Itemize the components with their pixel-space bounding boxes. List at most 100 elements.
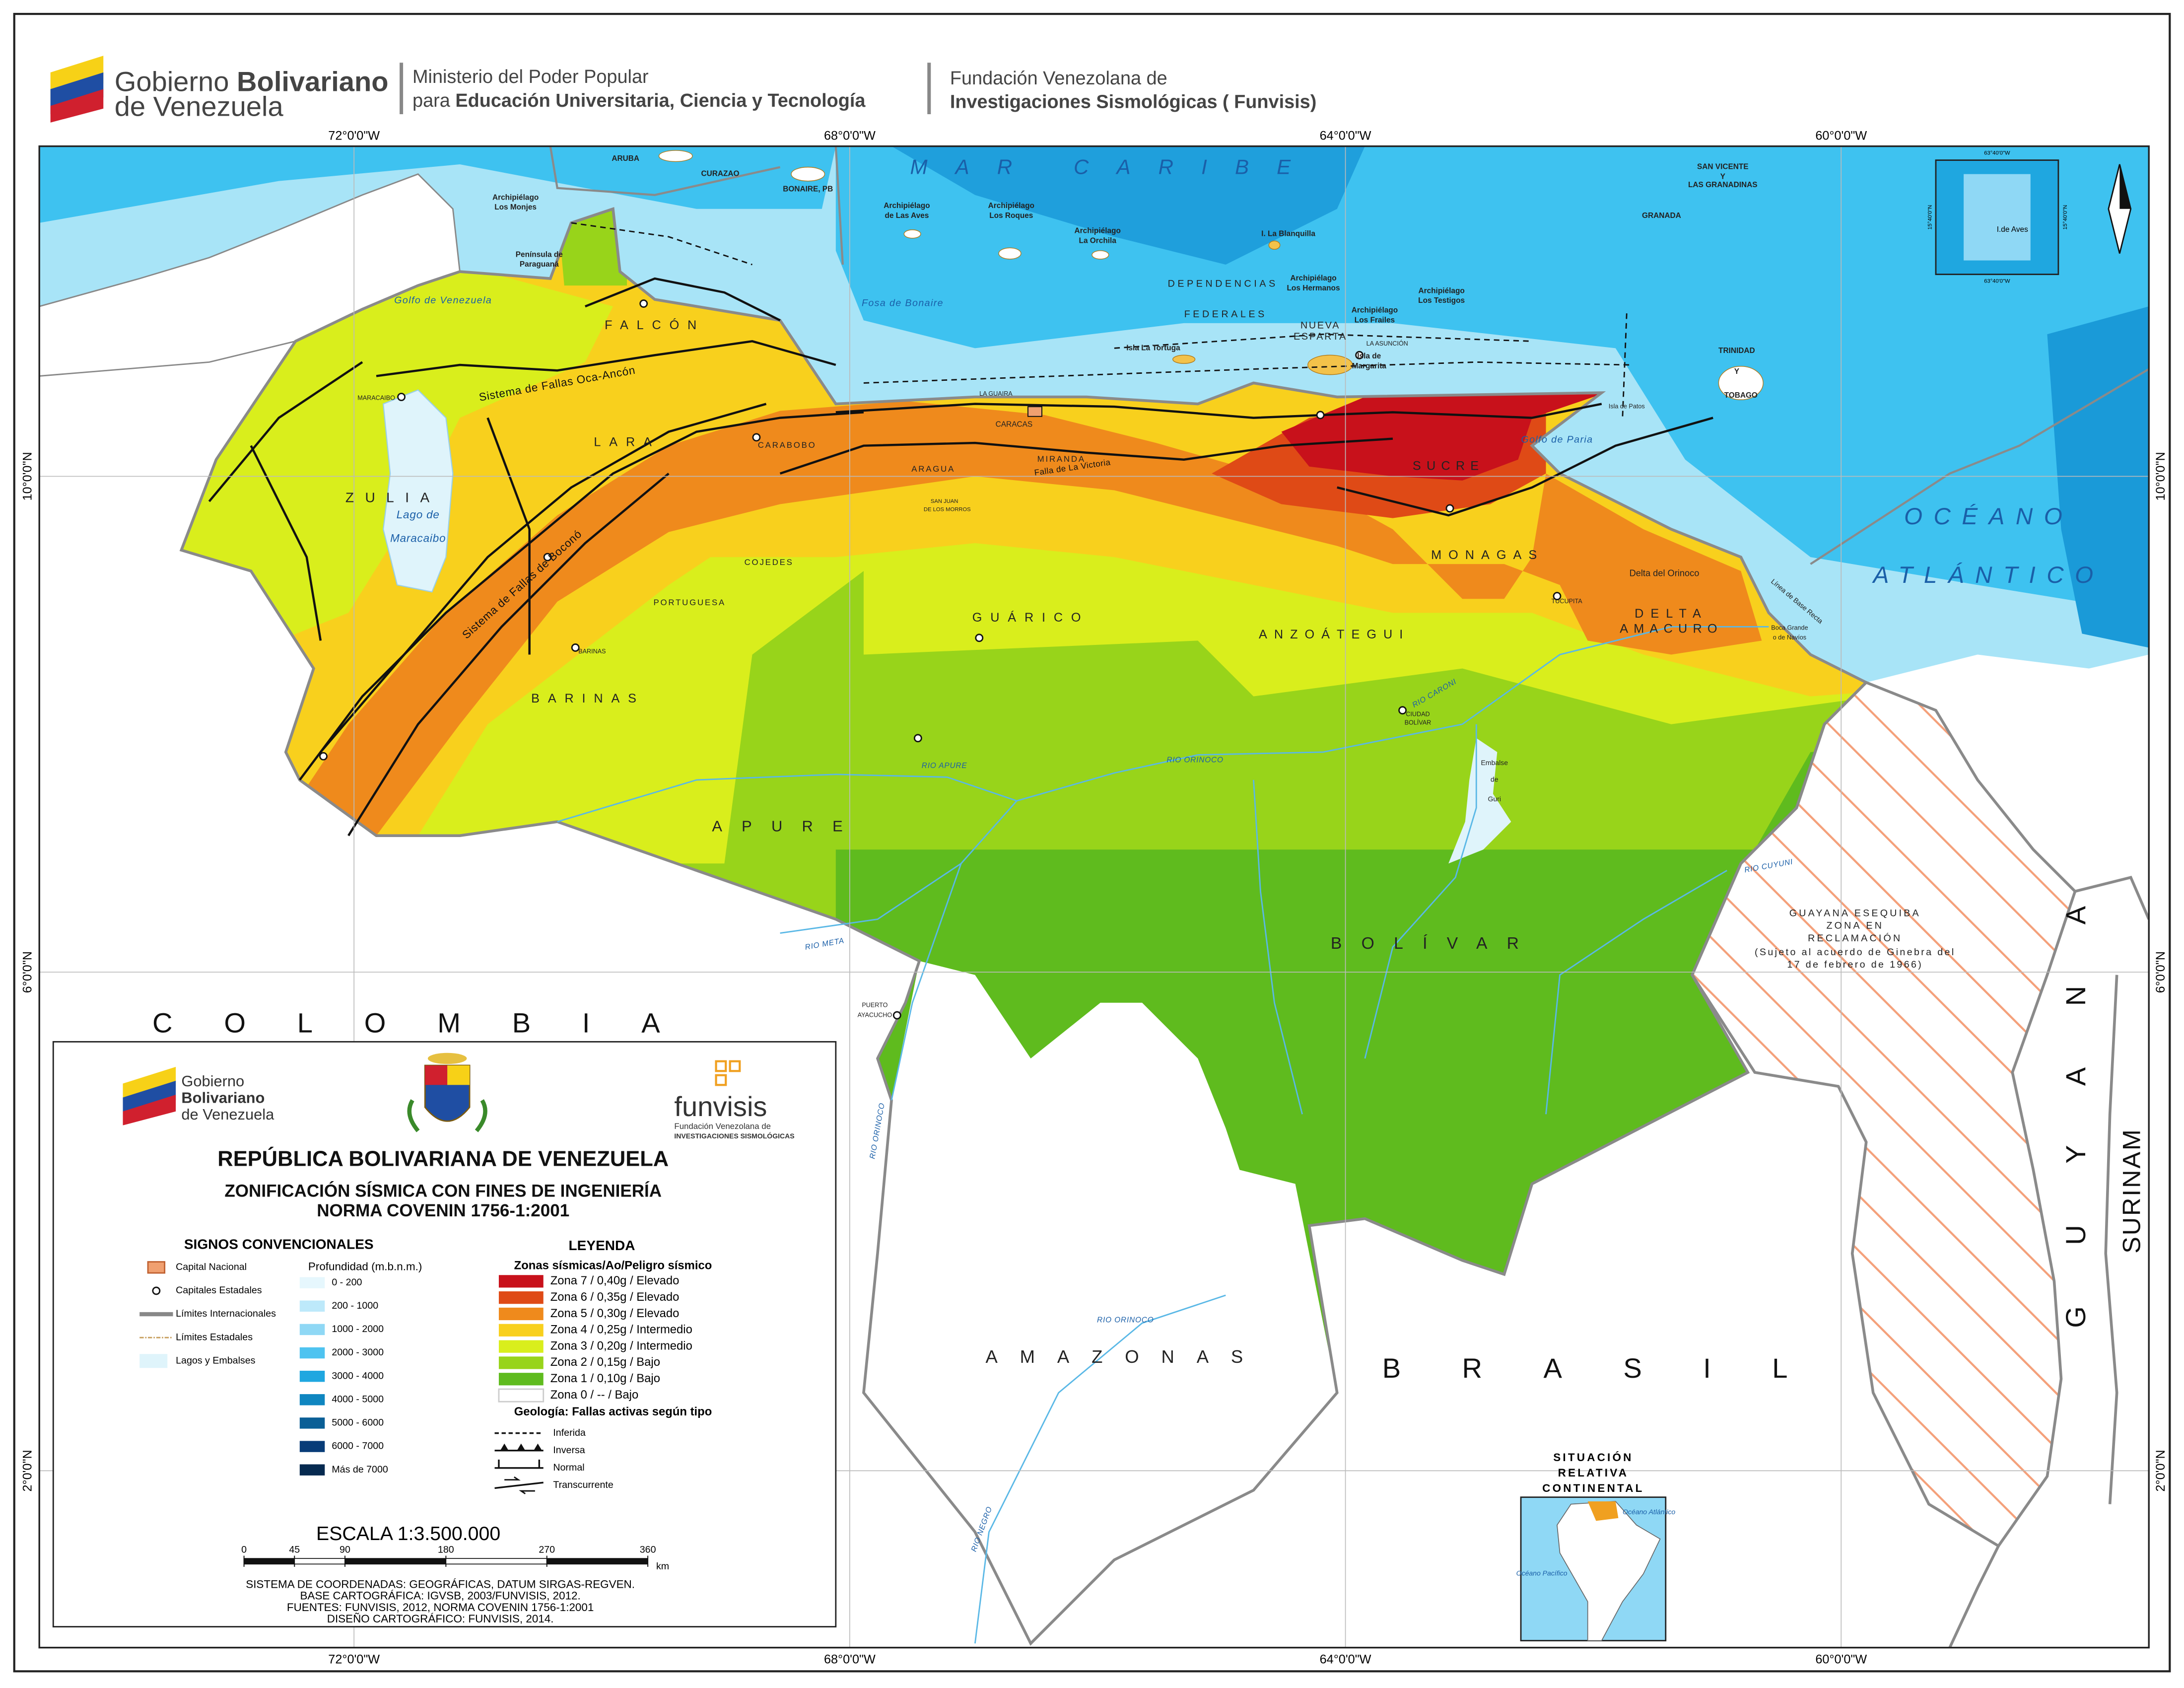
depth-swatch bbox=[299, 1441, 325, 1452]
scale-tick-label: 45 bbox=[289, 1544, 300, 1555]
inset-title: CONTINENTAL bbox=[1542, 1482, 1644, 1494]
island-label: Paraguaná bbox=[520, 260, 559, 269]
logo-square bbox=[729, 1060, 741, 1072]
island-label: ARUBA bbox=[612, 154, 639, 163]
island-label: Los Frailes bbox=[1355, 316, 1395, 324]
legend: Gobierno Bolivariano de Venezuela funvis… bbox=[52, 1041, 837, 1627]
zone-label: Zona 3 / 0,20g / Intermedio bbox=[550, 1339, 692, 1352]
intl-border bbox=[2104, 975, 2118, 1504]
embalse-guri bbox=[1448, 738, 1511, 864]
island-label: GRANADA bbox=[1642, 211, 1681, 220]
map-frame bbox=[38, 145, 2150, 1649]
geology-title: Geología: Fallas activas según tipo bbox=[514, 1405, 712, 1418]
state-label: FEDERALES bbox=[1184, 309, 1267, 320]
credit-line: FUENTES: FUNVISIS, 2012, NORMA COVENIN 1… bbox=[287, 1601, 594, 1614]
river-label: RIO ORINOCO bbox=[1166, 756, 1224, 765]
state-label: LARA bbox=[594, 435, 660, 449]
branches bbox=[407, 1099, 487, 1132]
scale-tick-label: 180 bbox=[438, 1544, 454, 1555]
place-label: Isla de Patos bbox=[1609, 403, 1645, 410]
legend-subtitle: NORMA COVENIN 1756-1:2001 bbox=[317, 1201, 569, 1220]
faults bbox=[208, 277, 1713, 837]
sea-deeper bbox=[2047, 306, 2149, 648]
latitude-label: 2°0'0"N bbox=[2154, 1450, 2168, 1491]
venezuela-locator bbox=[1587, 1501, 1619, 1521]
island-label: Los Roques bbox=[989, 211, 1033, 220]
scale-tick-label: 270 bbox=[539, 1544, 555, 1555]
flag-red bbox=[123, 1094, 176, 1125]
island-label: CURAZAO bbox=[701, 170, 739, 178]
aves-coord: 15°40'0"N bbox=[1927, 205, 1933, 230]
capital bbox=[571, 643, 580, 652]
fault-inferred bbox=[1622, 313, 1628, 418]
state-label: ANZOÁTEGUI bbox=[1259, 627, 1410, 641]
state-label: AMACURO bbox=[1620, 622, 1723, 636]
scale-title: ESCALA 1:3.500.000 bbox=[316, 1523, 500, 1545]
fault bbox=[779, 437, 1393, 475]
fault bbox=[376, 340, 836, 377]
capital bbox=[975, 633, 984, 642]
island-label: Los Monjes bbox=[494, 203, 537, 211]
funvisis-text: INVESTIGACIONES SISMOLÓGICAS bbox=[674, 1131, 794, 1140]
maritime-border bbox=[549, 146, 781, 196]
sign-symbol bbox=[152, 1286, 161, 1295]
zone-label: Zona 7 / 0,40g / Elevado bbox=[550, 1274, 680, 1287]
island bbox=[1172, 354, 1196, 364]
zone-swatch bbox=[498, 1356, 544, 1369]
sign-symbol bbox=[139, 1354, 168, 1368]
maritime-border bbox=[1810, 368, 2149, 565]
sign-label: Límites Estadales bbox=[176, 1332, 253, 1342]
inferred-faults bbox=[571, 222, 1630, 418]
river bbox=[890, 626, 1769, 1101]
funvisis-text: Fundación Venezolana de bbox=[674, 1122, 771, 1131]
depth-swatch bbox=[299, 1370, 325, 1382]
island-label: La Orchila bbox=[1079, 236, 1117, 245]
capital bbox=[397, 393, 406, 401]
countrie-label: GUYANA bbox=[2060, 844, 2091, 1328]
zone-swatch bbox=[498, 1324, 544, 1336]
zone-label: Zona 6 / 0,35g / Elevado bbox=[550, 1290, 680, 1304]
ministry-text: para Educación Universitaria, Ciencia y … bbox=[412, 90, 866, 111]
island-label: I. La Blanquilla bbox=[1261, 229, 1315, 238]
place-label: MARACAIBO bbox=[357, 395, 395, 402]
depth-swatch bbox=[299, 1417, 325, 1429]
latitude-label: 6°0'0"N bbox=[2154, 951, 2168, 993]
state-label: ZULIA bbox=[345, 490, 441, 505]
island-label: BONAIRE, PB bbox=[783, 185, 833, 194]
capital bbox=[1398, 706, 1407, 715]
capital bbox=[1553, 592, 1562, 601]
fault bbox=[347, 473, 670, 837]
island-label: Y bbox=[1734, 367, 1740, 376]
longitude-label: 68°0'0"W bbox=[824, 129, 876, 143]
state-label: BOLÍVAR bbox=[1331, 934, 1538, 953]
sea-label: MAR CARIBE bbox=[910, 155, 1318, 179]
island bbox=[1718, 366, 1764, 400]
capital bbox=[1445, 504, 1454, 513]
sea-label: Maracaibo bbox=[390, 532, 446, 545]
island bbox=[998, 247, 1022, 260]
zone-2 bbox=[557, 209, 627, 286]
island-label: Archipiélago bbox=[1352, 306, 1398, 315]
place-label: Delta del Orinoco bbox=[1630, 568, 1700, 578]
fault bbox=[320, 403, 767, 753]
scale-segment bbox=[546, 1558, 648, 1565]
state-label: COJEDES bbox=[745, 558, 794, 567]
geology-tooth bbox=[534, 1443, 542, 1451]
foundation-text: Fundación Venezolana de bbox=[950, 68, 1167, 89]
capital bbox=[1355, 351, 1364, 359]
sea-label: Fosa de Bonaire bbox=[862, 298, 944, 309]
sign-label: Capital Nacional bbox=[176, 1262, 247, 1272]
state-label: PORTUGUESA bbox=[653, 598, 726, 607]
island-label: TRINIDAD bbox=[1718, 347, 1755, 355]
scale-tick-label: 90 bbox=[340, 1544, 350, 1555]
zones-heading: LEYENDA bbox=[569, 1238, 635, 1253]
geology-tooth bbox=[517, 1443, 526, 1451]
sea-label: ATLÁNTICO bbox=[1872, 562, 2105, 588]
latitude-label: 6°0'0"N bbox=[20, 951, 34, 993]
legend-subtitle: ZONIFICACIÓN SÍSMICA CON FINES DE INGENI… bbox=[224, 1181, 662, 1201]
island-label: Archipiélago bbox=[1418, 286, 1464, 295]
ministry-word: Educación Universitaria, Ciencia y Tecno… bbox=[455, 90, 866, 111]
place-label: TUCUPITA bbox=[1552, 598, 1583, 605]
depth-label: 5000 - 6000 bbox=[332, 1417, 384, 1428]
state-label: MIRANDA bbox=[1037, 454, 1086, 464]
